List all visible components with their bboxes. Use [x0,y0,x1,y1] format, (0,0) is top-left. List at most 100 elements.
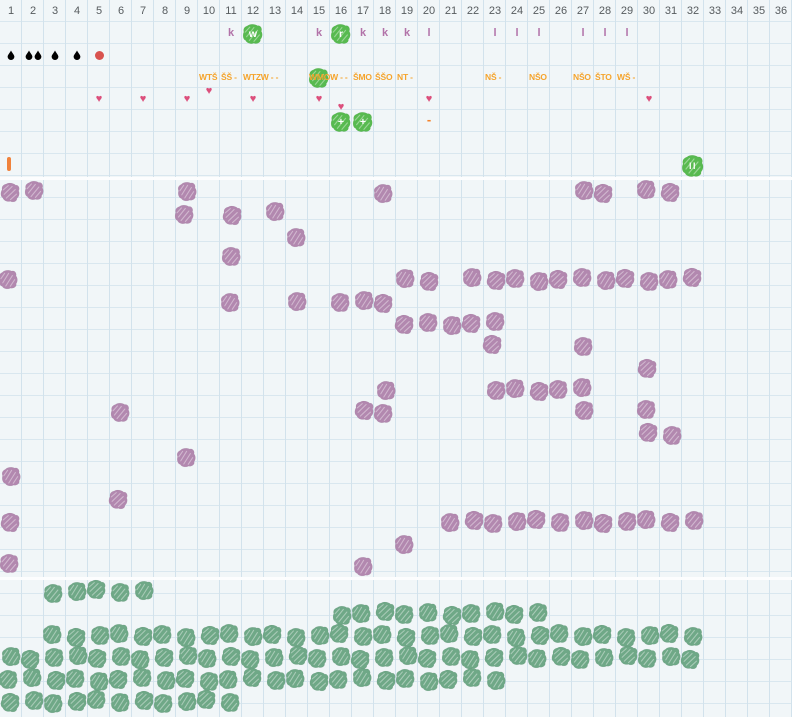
green-mark-blob[interactable] [0,691,22,714]
green-mark-blob[interactable] [482,624,503,645]
green-mark-blob[interactable] [133,579,156,602]
green-mark-blob[interactable] [153,646,176,669]
green-mark-blob[interactable] [108,622,131,645]
green-mark-blob[interactable] [371,623,394,646]
green-mark-blob[interactable] [41,623,64,646]
green-mark-blob[interactable] [351,666,374,689]
purple-mark-blob[interactable] [394,267,417,290]
pasture-label[interactable]: WTŠ [199,72,218,82]
purple-mark-blob[interactable] [439,511,462,534]
green-mark-blob[interactable] [526,647,549,670]
green-mark-blob[interactable] [328,622,351,645]
heart-icon[interactable]: ♥ [249,93,257,105]
heart-icon[interactable]: ♥ [337,101,345,113]
green-mark-blob[interactable] [593,646,616,669]
green-mark-blob[interactable] [462,667,483,688]
green-mark-blob[interactable] [65,668,86,689]
green-mark-blob[interactable] [394,604,415,625]
green-mark-blob[interactable] [483,646,506,669]
green-mark-blob[interactable] [461,603,482,624]
heart-icon[interactable]: ♥ [425,93,433,105]
purple-mark-blob[interactable] [372,292,395,315]
letter-mark[interactable]: l [537,27,541,39]
purple-mark-blob[interactable] [0,465,23,488]
letter-mark[interactable]: k [359,27,367,39]
drop-icon[interactable] [22,44,44,66]
green-mark-blob[interactable] [679,648,702,671]
purple-mark-blob[interactable] [219,291,242,314]
pasture-label[interactable]: WMOW - - [309,72,348,82]
green-mark-blob[interactable] [44,647,65,668]
green-mark-blob[interactable] [152,624,173,645]
purple-mark-blob[interactable] [176,180,199,203]
purple-mark-blob[interactable] [285,226,308,249]
purple-mark-blob[interactable] [592,512,615,535]
green-mark-blob[interactable] [86,647,109,670]
green-mark-blob[interactable] [570,649,591,670]
letter-mark[interactable]: k [403,27,411,39]
green-mark-blob[interactable] [195,688,218,711]
drop-icon[interactable] [66,44,88,66]
purple-mark-blob[interactable] [592,182,615,205]
purple-mark-blob[interactable] [0,553,20,574]
green-mark-blob[interactable] [107,668,130,691]
green-mark-blob[interactable] [637,648,658,669]
green-mark-blob[interactable] [328,669,349,690]
purple-mark-blob[interactable] [24,180,45,201]
purple-mark-blob[interactable] [573,336,594,357]
purple-mark-blob[interactable] [175,446,198,469]
pasture-label[interactable]: ŠŠ - [221,72,237,82]
purple-mark-blob[interactable] [461,266,484,289]
purple-mark-blob[interactable] [525,508,548,531]
green-mark-blob[interactable] [0,669,19,690]
pasture-label[interactable]: ŠŠO [375,72,393,82]
header-green-blob[interactable]: r [330,23,352,45]
purple-mark-blob[interactable] [221,246,242,267]
heart-icon[interactable]: ♥ [95,93,103,105]
letter-mark[interactable]: l [603,27,607,39]
purple-mark-blob[interactable] [547,268,570,291]
green-mark-blob[interactable] [350,602,373,625]
purple-mark-blob[interactable] [0,268,20,291]
drop-icon[interactable] [0,44,22,66]
plus-blob[interactable]: + [352,111,374,133]
green-mark-blob[interactable] [196,647,219,670]
header-green-blob[interactable]: w [242,23,264,45]
purple-mark-blob[interactable] [504,377,527,400]
purple-mark-blob[interactable] [286,290,309,313]
letter-mark[interactable]: l [515,27,519,39]
letter-mark[interactable]: k [315,27,323,39]
purple-mark-blob[interactable] [107,488,130,511]
green-mark-blob[interactable] [284,667,307,690]
purple-mark-blob[interactable] [418,270,441,293]
purple-mark-blob[interactable] [572,267,593,288]
purple-mark-blob[interactable] [174,204,195,225]
green-mark-blob[interactable] [21,666,44,689]
letter-mark[interactable]: l [493,27,497,39]
green-mark-blob[interactable] [217,668,240,691]
dot-icon[interactable] [88,44,110,66]
pasture-label[interactable]: ŠMO [353,72,372,82]
green-mark-blob[interactable] [241,666,264,689]
purple-mark-blob[interactable] [659,511,682,534]
purple-mark-blob[interactable] [574,400,595,421]
green-mark-blob[interactable] [110,582,131,603]
green-mark-blob[interactable] [86,689,107,710]
heart-icon[interactable]: ♥ [645,93,653,105]
pasture-label[interactable]: ŠTO [595,72,612,82]
green-mark-blob[interactable] [683,626,704,647]
double-bar-blob[interactable]: ll [681,154,705,178]
green-mark-blob[interactable] [42,692,65,715]
purple-mark-blob[interactable] [221,204,244,227]
purple-mark-blob[interactable] [373,403,394,424]
green-mark-blob[interactable] [658,622,681,645]
plus-blob[interactable]: + [330,111,352,133]
heart-icon[interactable]: ♥ [139,93,147,105]
purple-mark-blob[interactable] [635,508,658,531]
green-mark-blob[interactable] [416,647,439,670]
purple-mark-blob[interactable] [636,399,657,420]
purple-mark-blob[interactable] [372,182,395,205]
purple-mark-blob[interactable] [375,379,398,402]
orange-bar-icon[interactable] [7,157,11,171]
green-mark-blob[interactable] [485,669,508,692]
